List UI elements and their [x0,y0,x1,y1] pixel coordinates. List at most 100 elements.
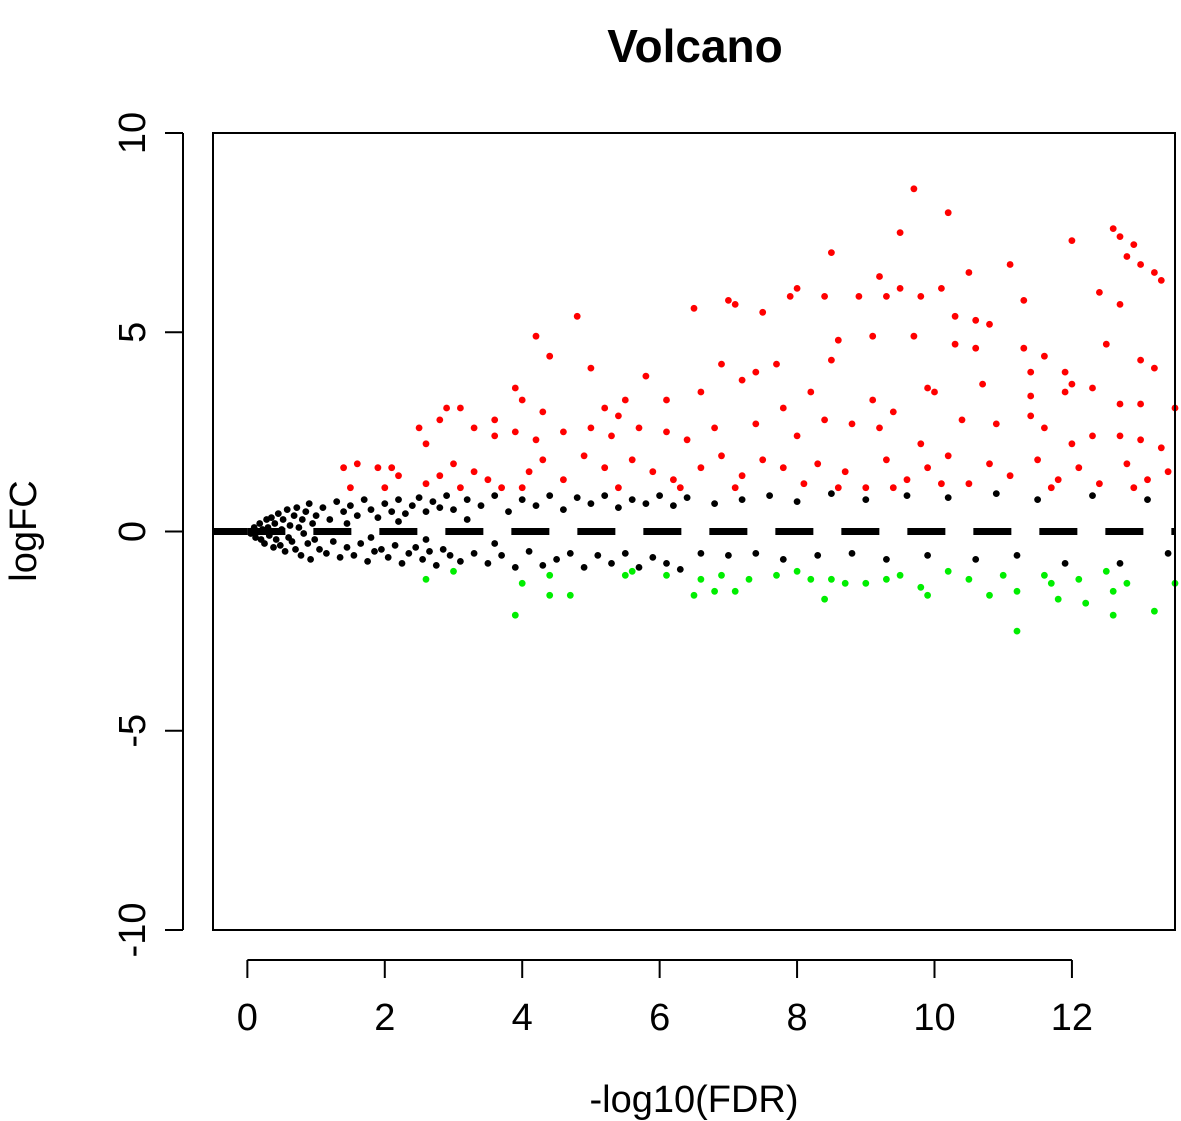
data-point-up-151 [347,484,354,492]
data-point-up-152 [381,484,389,492]
data-point-up-7 [1130,241,1138,249]
data-point-not_significant-43 [336,554,344,561]
data-point-down-11 [697,575,705,583]
data-point-not_significant-35 [311,536,319,543]
data-point-not_significant-30 [302,508,310,515]
data-point-not_significant-87 [525,548,533,555]
data-point-not_significant-67 [419,556,426,563]
data-point-up-71 [1061,388,1069,396]
data-point-up-50 [828,356,835,364]
data-point-down-27 [944,567,952,575]
data-point-down-32 [1013,627,1021,635]
data-point-not_significant-113 [725,552,732,559]
data-point-up-51 [773,360,780,368]
data-point-not_significant-127 [972,556,980,563]
data-point-down-12 [711,587,718,595]
data-point-down-19 [821,595,828,603]
data-point-not_significant-85 [511,564,519,571]
data-point-up-74 [1137,400,1144,408]
data-point-up-22 [855,293,863,300]
data-point-not_significant-114 [738,496,746,503]
data-point-down-34 [1047,579,1055,587]
data-point-up-8 [1123,253,1131,260]
data-point-up-76 [443,404,450,412]
data-point-not_significant-60 [395,496,402,503]
data-point-not_significant-41 [329,538,337,545]
data-point-not_significant-122 [862,496,870,503]
data-point-not_significant-117 [779,556,787,563]
data-point-not_significant-58 [388,508,396,515]
data-point-down-16 [773,571,780,579]
data-point-down-21 [841,579,849,587]
data-point-not_significant-16 [278,526,286,533]
data-point-up-1 [944,209,952,217]
data-point-up-25 [1020,297,1028,304]
data-point-not_significant-63 [405,550,413,557]
data-point-not_significant-69 [426,548,433,555]
y-tick-label-0: 0 [112,521,154,542]
data-point-up-47 [1061,368,1069,376]
data-point-up-43 [1041,352,1048,360]
data-point-not_significant-51 [364,558,371,565]
data-point-up-121 [539,456,547,464]
data-point-not_significant-12 [271,520,279,527]
data-point-not_significant-48 [353,512,361,519]
data-point-down-37 [1102,567,1110,575]
data-point-up-117 [470,468,478,476]
data-point-down-36 [1075,575,1083,583]
data-point-up-104 [1068,440,1076,448]
data-point-up-145 [1054,476,1062,484]
data-point-up-62 [615,412,622,420]
data-point-not_significant-81 [484,560,492,567]
data-point-up-92 [752,420,760,428]
data-point-up-67 [931,388,938,396]
data-point-up-101 [992,420,1000,428]
data-point-not_significant-75 [446,552,454,559]
data-point-up-133 [800,480,808,488]
axes-layer: 0 2 4 6 8 10 12 -10 -5 0 5 10 [112,112,1176,1039]
data-point-not_significant-96 [587,500,595,507]
data-point-down-14 [731,587,739,595]
data-point-not_significant-101 [621,550,629,557]
data-point-not_significant-24 [292,546,299,553]
data-point-up-12 [1006,261,1014,268]
data-point-not_significant-55 [378,546,385,553]
data-point-not_significant-129 [1013,552,1021,559]
data-point-up-37 [910,332,918,340]
data-point-up-53 [718,360,725,368]
data-point-not_significant-34 [309,520,316,527]
data-point-not_significant-79 [470,550,478,557]
data-point-not_significant-6 [261,540,268,547]
data-point-not_significant-59 [391,542,399,549]
data-point-not_significant-99 [608,560,615,567]
data-point-not_significant-95 [580,564,588,571]
data-point-up-21 [821,293,828,300]
data-point-not_significant-77 [457,558,464,565]
data-point-up-100 [958,416,966,424]
data-point-up-107 [1137,436,1144,444]
data-point-not_significant-66 [415,494,423,501]
data-point-not_significant-62 [402,510,409,517]
data-point-not_significant-92 [560,506,567,513]
data-point-up-24 [1116,301,1124,308]
data-point-up-48 [1027,368,1035,376]
data-point-up-111 [374,464,382,472]
data-point-up-0 [910,185,918,193]
data-point-not_significant-70 [429,498,437,505]
data-point-up-78 [415,424,423,432]
data-point-up-61 [621,396,629,404]
data-point-up-158 [834,484,842,492]
data-point-not_significant-26 [295,524,303,531]
data-point-up-23 [1096,289,1103,296]
data-point-up-31 [532,332,540,340]
x-tick-label-0: 0 [237,997,258,1039]
data-point-up-70 [1027,392,1035,400]
data-point-up-96 [848,420,856,428]
x-tick-label-4: 4 [512,997,533,1039]
data-point-down-10 [690,591,698,599]
data-point-up-27 [731,301,739,308]
data-point-up-88 [635,424,643,432]
data-point-up-99 [917,440,925,448]
x-tick-label-12: 12 [1051,997,1093,1039]
